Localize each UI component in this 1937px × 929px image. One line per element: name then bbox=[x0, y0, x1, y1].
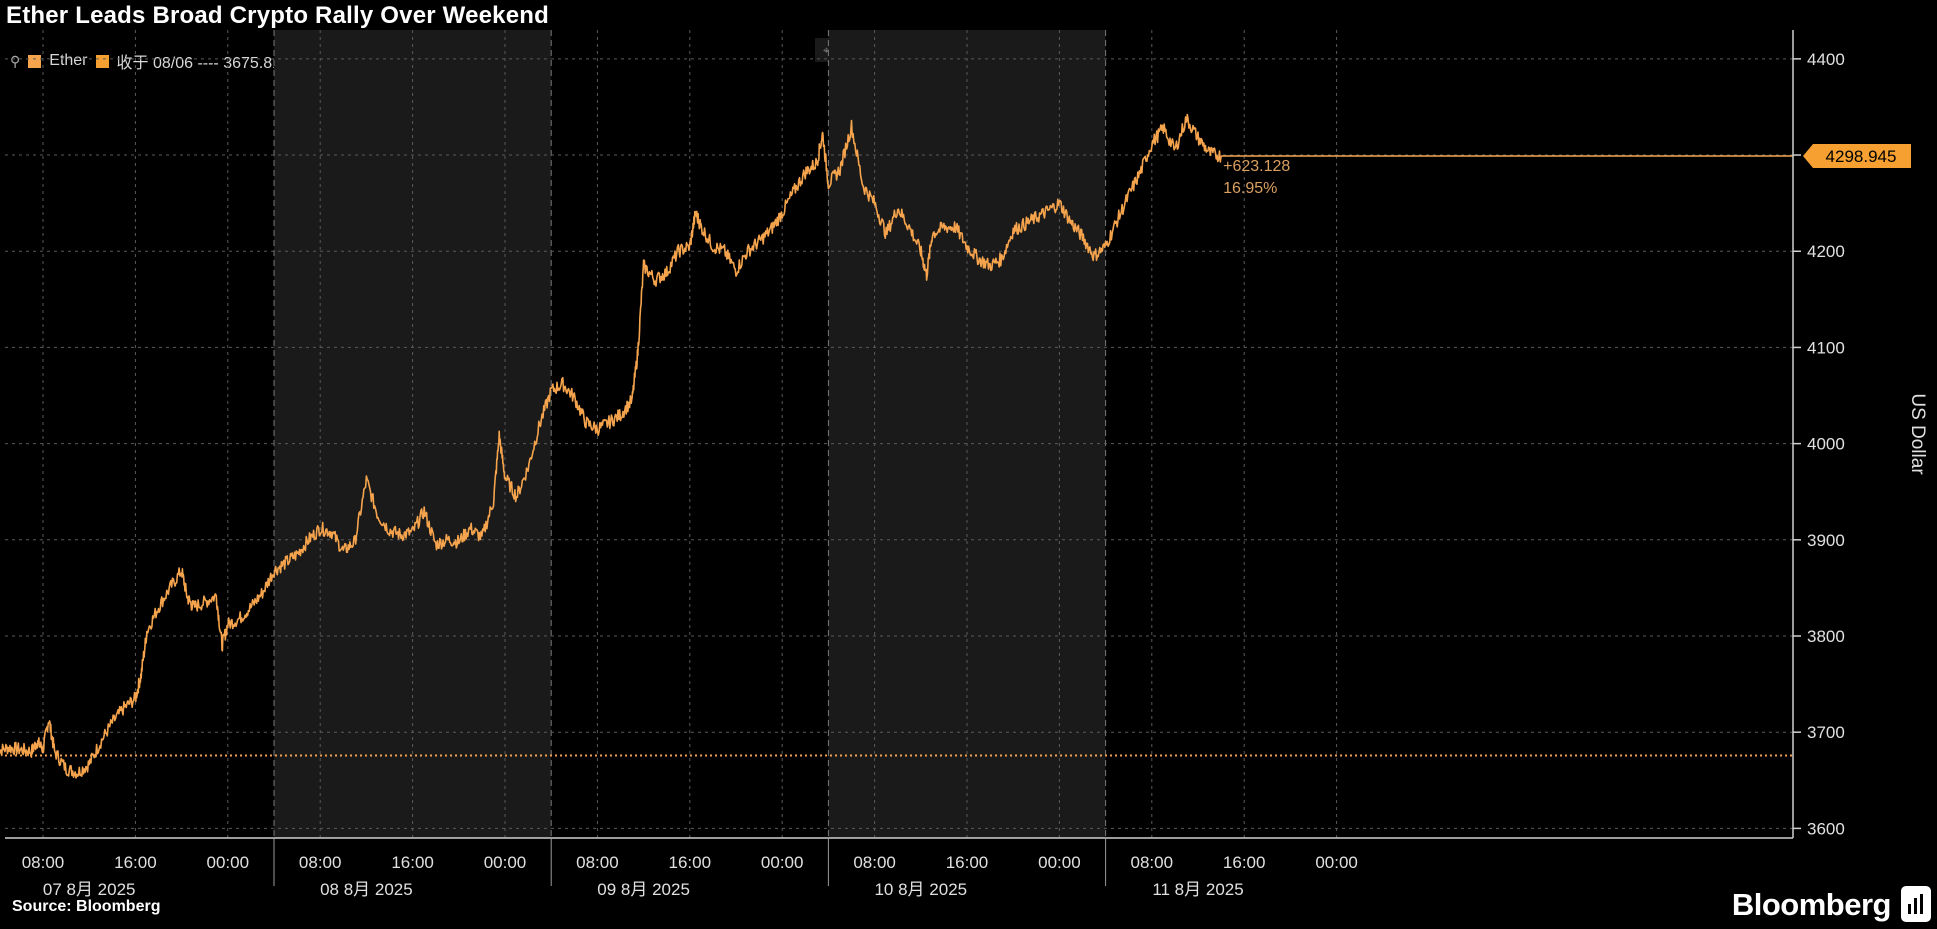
day-label-3: 10 8月 2025 bbox=[874, 880, 967, 899]
chart-title: Ether Leads Broad Crypto Rally Over Week… bbox=[6, 2, 549, 29]
change-abs-label: +623.128 bbox=[1223, 158, 1290, 175]
x-tick-label-5: 00:00 bbox=[484, 853, 527, 872]
last-value-label: 4298.945 bbox=[1826, 147, 1897, 166]
axes bbox=[5, 30, 1794, 839]
x-tick-label-0: 08:00 bbox=[22, 853, 65, 872]
y-tick-label-8: 4400 bbox=[1807, 50, 1845, 69]
day-label-4: 11 8月 2025 bbox=[1152, 880, 1243, 899]
bloomberg-terminal-icon bbox=[1901, 886, 1931, 922]
source-note: Source: Bloomberg bbox=[12, 898, 161, 915]
y-tick-label-5: 4100 bbox=[1807, 338, 1845, 357]
x-tick-label-12: 08:00 bbox=[1131, 853, 1174, 872]
pin-icon[interactable]: ⚲ bbox=[10, 52, 21, 69]
x-tick-label-11: 00:00 bbox=[1038, 853, 1081, 872]
x-tick-label-6: 08:00 bbox=[576, 853, 619, 872]
ether-swatch bbox=[28, 54, 42, 68]
x-tick-label-14: 00:00 bbox=[1315, 853, 1358, 872]
x-tick-label-8: 00:00 bbox=[761, 853, 804, 872]
close-swatch bbox=[95, 54, 109, 68]
x-tick-label-7: 16:00 bbox=[669, 853, 712, 872]
x-tick-label-13: 16:00 bbox=[1223, 853, 1266, 872]
day-label-0: 07 8月 2025 bbox=[43, 880, 136, 899]
x-tick-label-3: 08:00 bbox=[299, 853, 342, 872]
y-tick-label-1: 3700 bbox=[1807, 723, 1845, 742]
axis-labels: 36003700380039004000410042004300440008:0… bbox=[22, 50, 1928, 899]
grid-lines bbox=[5, 30, 1793, 838]
day-label-1: 08 8月 2025 bbox=[320, 880, 413, 899]
y-tick-label-3: 3900 bbox=[1807, 531, 1845, 550]
legend-ether-label[interactable]: Ether bbox=[49, 52, 88, 69]
ether-series bbox=[0, 113, 1222, 779]
crosshair-icon: ⌖ bbox=[823, 43, 830, 57]
bloomberg-logo: Bloomberg bbox=[1731, 887, 1892, 922]
last-value-tag bbox=[1803, 144, 1911, 169]
x-tick-label-9: 08:00 bbox=[853, 853, 896, 872]
x-tick-label-2: 00:00 bbox=[207, 853, 250, 872]
y-tick-label-2: 3800 bbox=[1807, 627, 1845, 646]
day-label-2: 09 8月 2025 bbox=[597, 880, 690, 899]
change-pct-label: 16.95% bbox=[1223, 180, 1277, 197]
y-tick-label-6: 4200 bbox=[1807, 242, 1845, 261]
ether-price-line bbox=[0, 113, 1222, 779]
y-tick-label-4: 4000 bbox=[1807, 435, 1845, 454]
x-tick-label-4: 16:00 bbox=[391, 853, 434, 872]
x-tick-label-1: 16:00 bbox=[114, 853, 157, 872]
x-tick-label-10: 16:00 bbox=[946, 853, 989, 872]
y-axis-title: US Dollar bbox=[1907, 393, 1928, 475]
y-tick-label-0: 3600 bbox=[1807, 819, 1845, 838]
